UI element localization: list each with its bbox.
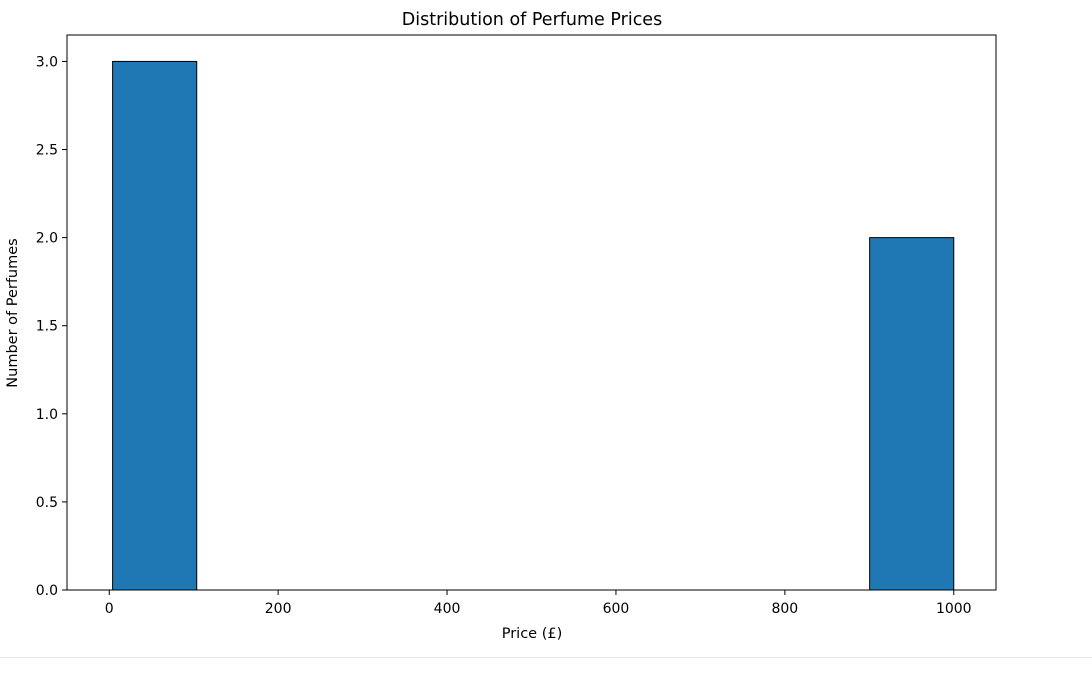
y-tick-label-4: 2.0 xyxy=(36,231,58,247)
output-cell-divider xyxy=(0,657,1092,658)
y-axis-ticks: 0.0 0.5 1.0 1.5 2.0 2.5 3.0 xyxy=(36,54,67,599)
x-tick-label-2: 400 xyxy=(434,601,461,617)
y-tick-label-6: 3.0 xyxy=(36,54,58,70)
x-tick-label-4: 800 xyxy=(771,601,798,617)
y-tick-label-5: 2.5 xyxy=(36,143,58,159)
y-tick-label-0: 0.0 xyxy=(36,583,58,599)
histogram-bar-9 xyxy=(869,237,955,591)
plot-frame xyxy=(66,34,997,591)
histogram-bar-0 xyxy=(112,60,198,591)
x-axis-label: Price (£) xyxy=(502,626,563,642)
x-tick-label-0: 0 xyxy=(105,601,114,617)
y-axis-label: Number of Perfumes xyxy=(5,238,21,387)
x-axis-ticks: 0 200 400 600 800 1000 xyxy=(105,590,972,617)
y-tick-label-2: 1.0 xyxy=(36,407,58,423)
chart-title: Distribution of Perfume Prices xyxy=(402,10,662,30)
x-tick-label-1: 200 xyxy=(265,601,292,617)
bars-layer xyxy=(112,60,955,591)
x-tick-label-5: 1000 xyxy=(936,601,972,617)
x-tick-label-3: 600 xyxy=(603,601,630,617)
y-tick-label-3: 1.5 xyxy=(36,319,58,335)
y-tick-label-1: 0.5 xyxy=(36,495,58,511)
